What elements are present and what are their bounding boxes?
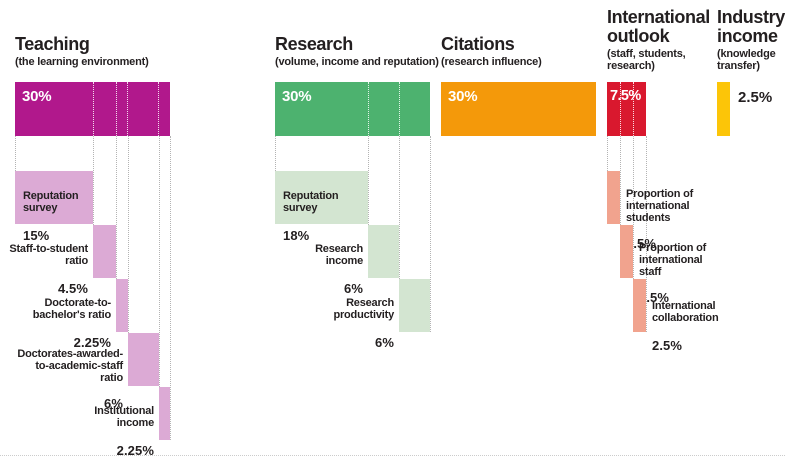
guide-line (430, 136, 431, 332)
pillar-subtitle-teaching: (the learning environment) (15, 56, 149, 68)
teaching-bar: 30% (15, 82, 170, 136)
bar-divider (399, 82, 400, 136)
guide-line (368, 136, 369, 225)
pillar-title-international-outlook: International outlook (607, 7, 710, 46)
indicator-text: Research productivity (333, 297, 394, 321)
indicator-box-institutional-income (159, 387, 170, 440)
indicator-box-research-reputation-survey: Reputation survey 18% (275, 171, 368, 242)
guide-line (116, 136, 117, 279)
indicator-value: 2.25% (73, 335, 111, 350)
bar-divider (93, 82, 94, 136)
indicator-value: 2.5% (626, 236, 657, 251)
indicator-label: Doctorate-to- bachelor's ratio 2.25% (0, 285, 111, 361)
industry-income-weight: 2.5% (738, 89, 773, 106)
guide-line (93, 136, 94, 225)
pillar-title-teaching: Teaching (15, 34, 90, 54)
industry-income-header: Industry income (knowledge transfer) (717, 8, 785, 72)
bar-divider (633, 82, 634, 136)
indicator-value: 6% (344, 281, 363, 296)
indicator-value: 2.5% (639, 290, 670, 305)
indicator-value: 15% (23, 228, 50, 243)
indicator-text: Reputation survey (23, 190, 79, 214)
guide-line (15, 136, 16, 171)
pillar-subtitle-research: (volume, income and reputation) (275, 56, 439, 68)
pillar-subtitle-industry-income: (knowledge transfer) (717, 48, 776, 72)
indicator-label: Staff-to-student ratio 4.5% (0, 231, 88, 307)
indicator-value: 4.5% (57, 281, 88, 296)
indicator-box-research-productivity (399, 279, 430, 332)
indicator-box-international-students (607, 171, 620, 224)
guide-line (633, 136, 634, 279)
research-header: Research (volume, income and reputation) (275, 35, 439, 69)
citations-header: Citations (research influence) (441, 35, 542, 69)
indicator-label: Research income 6% (263, 231, 363, 307)
indicator-label: Reputation survey 18% (275, 171, 368, 254)
bar-divider (127, 82, 128, 136)
international-outlook-bar-weight: 7.5% (610, 88, 641, 104)
indicator-label: Research productivity 6% (284, 285, 394, 361)
indicator-label: Institutional income 2.25% (54, 393, 154, 459)
indicator-text: Doctorate-to- bachelor's ratio (32, 297, 111, 321)
guide-line (128, 136, 129, 333)
bar-divider (368, 82, 369, 136)
indicator-label: International collaboration 2.5% (652, 288, 762, 364)
indicator-label: Proportion of international students 2.5… (626, 176, 736, 262)
indicator-text: Proportion of international staff (639, 242, 707, 278)
indicator-text: International collaboration (652, 300, 719, 324)
guide-line (620, 136, 621, 225)
indicator-text: Staff-to-student ratio (9, 243, 88, 267)
guide-line (275, 136, 276, 171)
indicator-box-international-staff (620, 225, 633, 278)
indicator-value: 6% (104, 396, 123, 411)
indicator-label: Proportion of international staff 2.5% (639, 230, 749, 316)
pillar-subtitle-citations: (research influence) (441, 56, 542, 68)
indicator-text: Institutional income (94, 405, 154, 429)
citations-bar-weight: 30% (448, 88, 478, 105)
pillar-title-research: Research (275, 34, 353, 54)
indicator-value: 2.5% (652, 338, 683, 353)
industry-income-bar (717, 82, 730, 136)
indicator-label: Doctorates-awarded- to-academic-staff ra… (3, 336, 123, 422)
indicator-text: Doctorates-awarded- to-academic-staff ra… (17, 348, 123, 384)
citations-bar: 30% (441, 82, 596, 136)
indicator-box-reputation-survey: Reputation survey 15% (15, 171, 93, 242)
bar-divider (620, 82, 621, 136)
bottom-dotted-rule (0, 455, 785, 456)
bar-divider (158, 82, 159, 136)
research-bar-weight: 30% (282, 88, 312, 105)
indicator-box-research-income (368, 225, 399, 278)
indicator-value: 2.25% (116, 443, 154, 458)
guide-line (607, 136, 608, 171)
guide-line (646, 136, 647, 332)
guide-line (399, 136, 400, 279)
indicator-box-doctorates-awarded-ratio (128, 333, 159, 386)
indicator-box-staff-to-student-ratio (93, 225, 116, 278)
indicator-text: Research income (315, 243, 363, 267)
international-outlook-header: International outlook (staff, students, … (607, 8, 715, 72)
indicator-text: Reputation survey (283, 190, 339, 214)
pillar-subtitle-international-outlook: (staff, students, research) (607, 48, 686, 72)
international-outlook-bar: 7.5% (607, 82, 646, 136)
indicator-text: Proportion of international students (626, 188, 694, 224)
guide-line (170, 136, 171, 440)
pillar-title-citations: Citations (441, 34, 515, 54)
teaching-header: Teaching (the learning environment) (15, 35, 149, 69)
indicator-value: 6% (375, 335, 394, 350)
indicator-box-international-collaboration (633, 279, 646, 332)
indicator-label: Reputation survey 15% (15, 171, 93, 254)
teaching-bar-weight: 30% (22, 88, 52, 105)
indicator-box-doctorate-to-bachelor-ratio (116, 279, 128, 332)
bar-divider (116, 82, 117, 136)
indicator-value: 18% (283, 228, 310, 243)
guide-line (159, 136, 160, 387)
pillar-title-industry-income: Industry income (717, 7, 785, 46)
research-bar: 30% (275, 82, 430, 136)
